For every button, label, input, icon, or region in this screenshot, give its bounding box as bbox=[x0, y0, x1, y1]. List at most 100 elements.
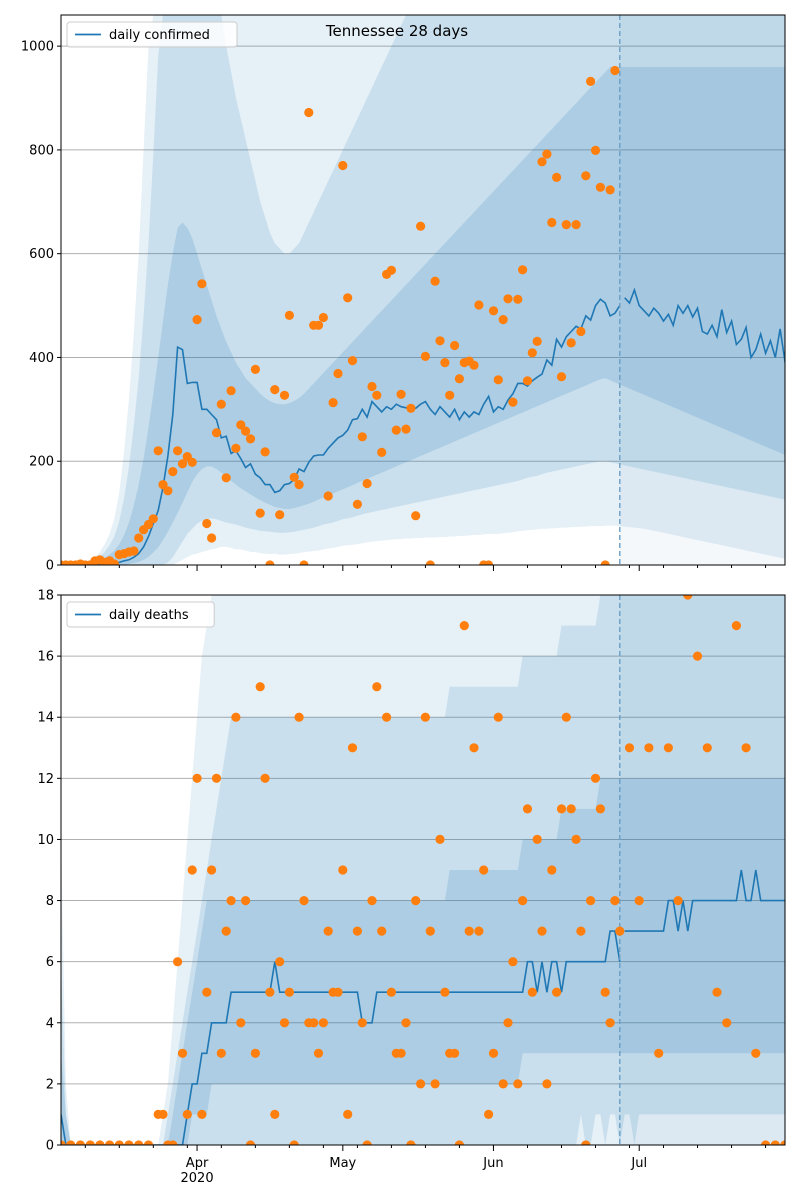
data-point bbox=[416, 221, 426, 231]
data-point bbox=[226, 896, 236, 906]
data-point bbox=[488, 306, 499, 316]
data-point bbox=[216, 399, 226, 409]
data-point bbox=[595, 804, 606, 814]
series-line-forecast bbox=[624, 869, 785, 932]
data-point bbox=[245, 1140, 256, 1145]
x-tick-label: Jul bbox=[630, 1156, 647, 1171]
data-point bbox=[761, 1140, 771, 1145]
data-point bbox=[299, 896, 309, 906]
data-point bbox=[299, 560, 309, 565]
data-point bbox=[241, 426, 251, 436]
y-tick-label: 10 bbox=[37, 833, 54, 848]
data-point bbox=[158, 1109, 168, 1119]
data-point bbox=[284, 987, 294, 997]
data-point bbox=[610, 896, 620, 906]
data-point bbox=[445, 390, 455, 400]
data-point bbox=[527, 987, 537, 997]
data-point bbox=[260, 447, 270, 457]
y-tick-label: 800 bbox=[29, 143, 54, 158]
data-point bbox=[712, 987, 722, 997]
data-point bbox=[654, 0, 663, 5]
data-point bbox=[66, 1140, 76, 1145]
data-point bbox=[352, 499, 362, 509]
data-point bbox=[85, 1140, 95, 1145]
data-point bbox=[211, 773, 222, 783]
data-point bbox=[586, 896, 596, 906]
data-point bbox=[498, 315, 508, 325]
data-point bbox=[464, 926, 474, 936]
data-point bbox=[148, 514, 158, 524]
data-point bbox=[197, 279, 207, 289]
panel-daily-confirmed: 0 200 400 600 800 1000 Tennessee 28 days daily … bbox=[21, 0, 786, 574]
data-point bbox=[474, 300, 484, 310]
data-point bbox=[503, 294, 513, 304]
y-tick-label: 14 bbox=[37, 711, 54, 726]
plot-area bbox=[61, 0, 785, 565]
data-point bbox=[595, 182, 606, 192]
data-point bbox=[163, 486, 173, 496]
data-point bbox=[571, 220, 581, 230]
legend-box bbox=[66, 21, 238, 48]
data-point bbox=[450, 340, 460, 351]
data-point bbox=[552, 172, 562, 182]
data-point bbox=[522, 804, 533, 814]
data-point bbox=[600, 560, 610, 565]
data-point bbox=[566, 338, 576, 348]
data-point bbox=[362, 1140, 372, 1145]
data-point bbox=[289, 472, 299, 482]
data-point bbox=[362, 478, 372, 489]
data-point bbox=[313, 1048, 324, 1058]
data-point bbox=[270, 1109, 280, 1119]
data-point bbox=[221, 473, 231, 483]
y-tick-label: 4 bbox=[46, 1016, 54, 1031]
data-point bbox=[731, 621, 742, 631]
data-point bbox=[440, 987, 450, 997]
data-point bbox=[542, 1079, 552, 1089]
data-point bbox=[61, 1140, 66, 1145]
data-point bbox=[216, 1048, 226, 1058]
data-point bbox=[513, 1079, 523, 1089]
data-point bbox=[440, 358, 450, 368]
y-tick-label: 400 bbox=[29, 351, 54, 366]
data-point bbox=[586, 76, 596, 86]
data-point bbox=[236, 1018, 246, 1028]
data-point bbox=[406, 1140, 416, 1145]
y-tick-label: 600 bbox=[29, 247, 54, 262]
data-point bbox=[683, 595, 693, 600]
data-point bbox=[192, 773, 202, 783]
data-point bbox=[503, 1018, 513, 1028]
data-point bbox=[751, 1048, 761, 1058]
legend: daily confirmed bbox=[66, 21, 238, 48]
data-point bbox=[265, 560, 275, 565]
data-point bbox=[430, 1079, 440, 1089]
data-point bbox=[357, 1018, 367, 1028]
data-point bbox=[741, 743, 751, 753]
data-point bbox=[318, 1018, 328, 1028]
data-point bbox=[435, 834, 445, 845]
data-point bbox=[430, 276, 440, 286]
data-point bbox=[333, 368, 343, 379]
data-point bbox=[406, 403, 416, 413]
data-point bbox=[173, 957, 183, 967]
data-point bbox=[401, 424, 411, 434]
data-point bbox=[590, 773, 601, 783]
data-point bbox=[153, 446, 163, 456]
data-point bbox=[177, 1048, 188, 1058]
data-point bbox=[386, 265, 396, 275]
data-point bbox=[600, 987, 610, 997]
data-point bbox=[177, 459, 188, 469]
data-point bbox=[143, 1140, 154, 1145]
data-point bbox=[328, 398, 338, 408]
data-point bbox=[518, 265, 528, 275]
data-point bbox=[105, 1140, 115, 1145]
data-point bbox=[615, 0, 624, 5]
x-tick-sublabel: 2020 bbox=[181, 1171, 214, 1186]
data-point bbox=[245, 434, 256, 444]
data-point bbox=[75, 1140, 85, 1145]
data-point bbox=[469, 360, 479, 370]
data-point bbox=[95, 1140, 105, 1145]
data-point bbox=[663, 743, 674, 753]
data-point bbox=[270, 385, 280, 395]
data-point bbox=[454, 1140, 464, 1145]
data-point bbox=[347, 356, 358, 366]
